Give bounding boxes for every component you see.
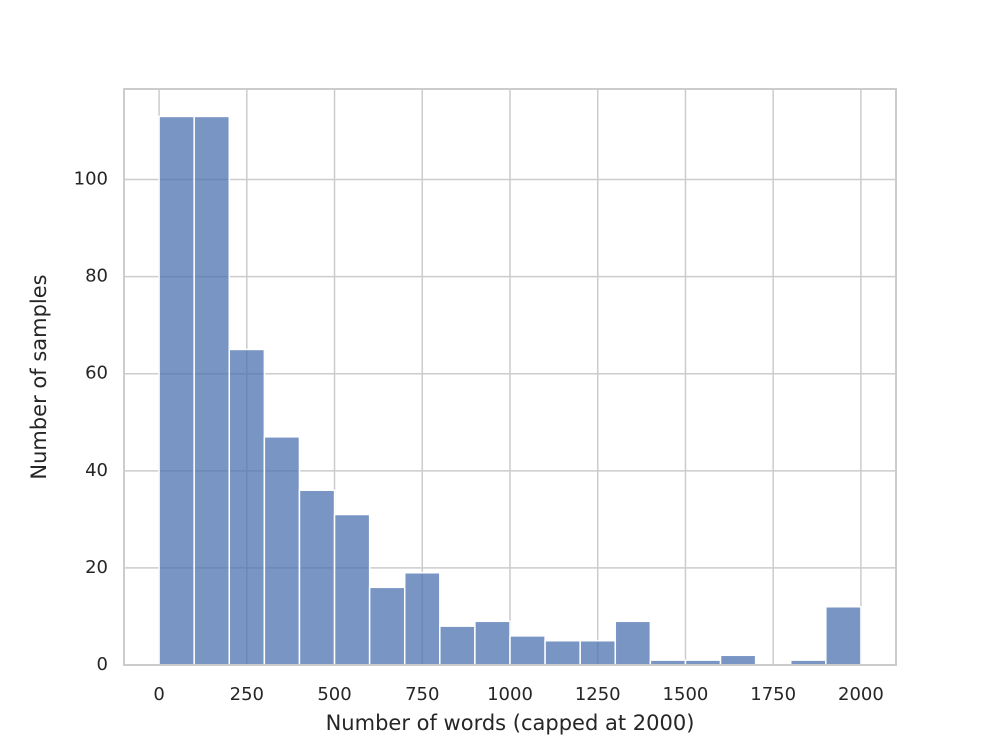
plot-frame <box>123 88 897 666</box>
x-tick-label: 1250 <box>575 684 621 705</box>
x-tick-label: 2000 <box>838 684 884 705</box>
x-tick-label: 500 <box>317 684 351 705</box>
bar <box>579 639 617 666</box>
bar <box>403 572 441 666</box>
bar <box>368 586 406 666</box>
y-tick-label: 100 <box>74 169 108 190</box>
bar <box>439 625 476 666</box>
y-tick-label: 0 <box>97 654 108 675</box>
y-tick-label: 60 <box>85 363 108 384</box>
y-axis-label: Number of samples <box>27 274 51 479</box>
bar <box>263 436 301 666</box>
x-tick-label: 1500 <box>663 684 709 705</box>
y-tick-label: 20 <box>85 557 108 578</box>
bar <box>474 620 511 666</box>
x-tick-label: 1000 <box>487 684 533 705</box>
bar <box>158 115 195 666</box>
bar <box>228 348 266 666</box>
bar <box>614 620 652 666</box>
bar <box>825 605 862 666</box>
x-tick-label: 1750 <box>750 684 796 705</box>
bar <box>298 489 336 666</box>
bar <box>333 513 371 666</box>
y-tick-label: 40 <box>85 460 108 481</box>
bar <box>719 654 757 666</box>
x-axis-label: Number of words (capped at 2000) <box>326 711 695 735</box>
x-tick-label: 0 <box>153 684 164 705</box>
bar <box>509 635 546 666</box>
bar <box>193 115 231 666</box>
y-tick-label: 80 <box>85 266 108 287</box>
x-tick-label: 750 <box>405 684 439 705</box>
x-tick-label: 250 <box>230 684 264 705</box>
bar <box>544 639 581 666</box>
